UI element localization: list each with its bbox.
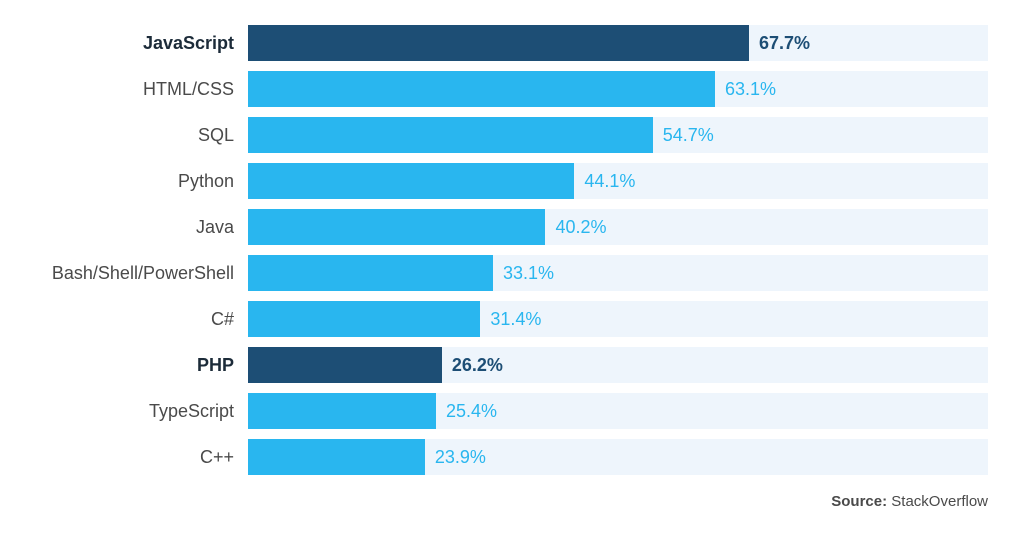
chart-row-label: Bash/Shell/PowerShell: [36, 263, 248, 284]
chart-row-bar: [248, 71, 715, 107]
language-popularity-chart: JavaScript 67.7% HTML/CSS 63.1% SQL 54.7% Pyth…: [0, 0, 1024, 475]
chart-row-track: 25.4%: [248, 393, 988, 429]
chart-row-bar: [248, 301, 480, 337]
chart-row-value: 67.7%: [749, 25, 810, 61]
chart-row-value: 23.9%: [425, 439, 486, 475]
chart-row: C# 31.4%: [36, 301, 988, 337]
chart-row-track: 54.7%: [248, 117, 988, 153]
chart-row-value: 26.2%: [442, 347, 503, 383]
chart-row-bar: [248, 25, 749, 61]
chart-row-label: Python: [36, 171, 248, 192]
chart-row-bar: [248, 209, 545, 245]
chart-row-label: HTML/CSS: [36, 79, 248, 100]
chart-row-label: JavaScript: [36, 33, 248, 54]
chart-row: HTML/CSS 63.1%: [36, 71, 988, 107]
chart-row-label: SQL: [36, 125, 248, 146]
source-name: StackOverflow: [891, 493, 988, 510]
chart-row: PHP 26.2%: [36, 347, 988, 383]
chart-row-value: 40.2%: [545, 209, 606, 245]
chart-row-bar: [248, 393, 436, 429]
chart-row-label: C#: [36, 309, 248, 330]
chart-row-bar: [248, 255, 493, 291]
chart-row-value: 54.7%: [653, 117, 714, 153]
source-label: Source:: [831, 493, 887, 510]
chart-row-label: PHP: [36, 355, 248, 376]
chart-row-label: C++: [36, 447, 248, 468]
chart-row-value: 33.1%: [493, 255, 554, 291]
chart-row-label: TypeScript: [36, 401, 248, 422]
chart-row-value: 63.1%: [715, 71, 776, 107]
chart-row-track: 26.2%: [248, 347, 988, 383]
chart-row-track: 31.4%: [248, 301, 988, 337]
chart-row-track: 63.1%: [248, 71, 988, 107]
chart-row: Bash/Shell/PowerShell 33.1%: [36, 255, 988, 291]
chart-row: TypeScript 25.4%: [36, 393, 988, 429]
chart-row-label: Java: [36, 217, 248, 238]
chart-row-track: 67.7%: [248, 25, 988, 61]
chart-row-track: 33.1%: [248, 255, 988, 291]
chart-row-value: 44.1%: [574, 163, 635, 199]
chart-row: JavaScript 67.7%: [36, 25, 988, 61]
chart-row-value: 25.4%: [436, 393, 497, 429]
source-attribution: Source: StackOverflow: [0, 485, 1024, 510]
chart-row-bar: [248, 439, 425, 475]
chart-row-bar: [248, 117, 653, 153]
chart-row: C++ 23.9%: [36, 439, 988, 475]
chart-row-track: 40.2%: [248, 209, 988, 245]
chart-row: SQL 54.7%: [36, 117, 988, 153]
chart-row-track: 44.1%: [248, 163, 988, 199]
chart-row-track: 23.9%: [248, 439, 988, 475]
chart-row-bar: [248, 163, 574, 199]
chart-row: Python 44.1%: [36, 163, 988, 199]
chart-row-bar: [248, 347, 442, 383]
chart-row-value: 31.4%: [480, 301, 541, 337]
chart-row: Java 40.2%: [36, 209, 988, 245]
